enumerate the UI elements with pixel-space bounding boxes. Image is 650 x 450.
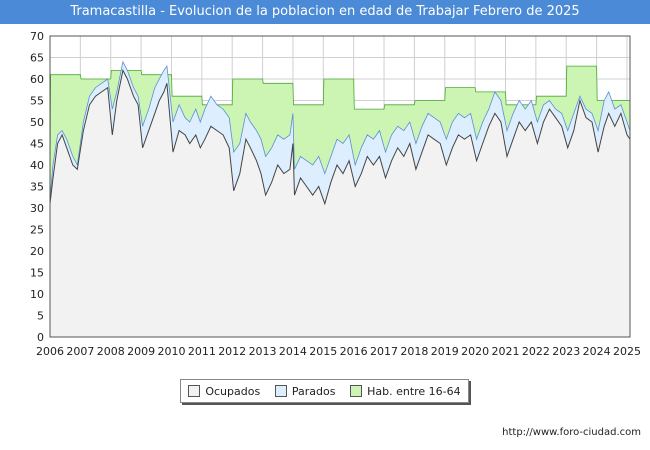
x-tick-label: 2013 — [249, 345, 277, 358]
series-areas — [49, 60, 631, 338]
legend-label-parados: Parados — [291, 384, 336, 398]
legend-item-ocupados: Ocupados — [188, 385, 260, 398]
x-tick-label: 2008 — [97, 345, 125, 358]
y-tick-label: 60 — [30, 73, 44, 86]
y-tick-label: 0 — [37, 331, 44, 344]
y-tick-label: 5 — [37, 310, 44, 323]
x-tick-label: 2009 — [127, 345, 155, 358]
y-axis: 0 5 10 15 20 25 30 35 40 45 50 55 60 65 70 — [30, 30, 44, 344]
y-tick-label: 70 — [30, 30, 44, 43]
x-tick-label: 2014 — [279, 345, 307, 358]
y-tick-label: 45 — [30, 138, 44, 151]
x-tick-label: 2018 — [400, 345, 428, 358]
x-tick-label: 2015 — [309, 345, 337, 358]
x-tick-label: 2025 — [613, 345, 641, 358]
ocupados-swatch-icon — [188, 385, 201, 397]
y-tick-label: 10 — [30, 288, 44, 301]
x-tick-label: 2023 — [552, 345, 580, 358]
x-tick-label: 2006 — [36, 345, 64, 358]
legend: Ocupados Parados Hab. entre 16-64 — [180, 379, 469, 403]
hab-series-line — [49, 65, 630, 183]
hab-swatch-icon — [350, 385, 363, 397]
x-tick-label: 2011 — [188, 345, 216, 358]
x-tick-label: 2017 — [370, 345, 398, 358]
legend-label-hab: Hab. entre 16-64 — [367, 384, 461, 398]
y-tick-label: 20 — [30, 245, 44, 258]
y-tick-label: 15 — [30, 267, 44, 280]
y-tick-label: 30 — [30, 202, 44, 215]
y-tick-label: 50 — [30, 116, 44, 129]
x-axis: 2006 2007 2008 2009 2010 2011 2012 2013 2014 2015… — [36, 345, 641, 358]
legend-label-ocupados: Ocupados — [205, 384, 261, 398]
parados-series-line — [49, 60, 631, 200]
x-tick-label: 2022 — [522, 345, 550, 358]
y-tick-label: 55 — [30, 95, 44, 108]
y-tick-label: 35 — [30, 181, 44, 194]
x-tick-label: 2020 — [461, 345, 489, 358]
chart-title: Tramacastilla - Evolucion de la poblacio… — [0, 0, 650, 24]
x-tick-label: 2016 — [340, 345, 368, 358]
x-tick-label: 2021 — [491, 345, 519, 358]
source-link[interactable]: http://www.foro-ciudad.com — [502, 427, 641, 438]
legend-item-hab: Hab. entre 16-64 — [350, 385, 461, 398]
x-tick-label: 2010 — [157, 345, 185, 358]
parados-swatch-icon — [274, 385, 287, 397]
x-tick-label: 2024 — [583, 345, 611, 358]
y-tick-label: 65 — [30, 52, 44, 65]
x-tick-label: 2019 — [431, 345, 459, 358]
plot-frame — [49, 35, 631, 338]
y-tick-label: 25 — [30, 224, 44, 237]
x-tick-label: 2012 — [218, 345, 246, 358]
ocupados-series-line — [49, 68, 631, 206]
plot-border — [49, 35, 631, 338]
legend-item-parados: Parados — [274, 384, 336, 398]
x-tick-label: 2007 — [66, 345, 94, 358]
y-tick-label: 40 — [30, 159, 44, 172]
